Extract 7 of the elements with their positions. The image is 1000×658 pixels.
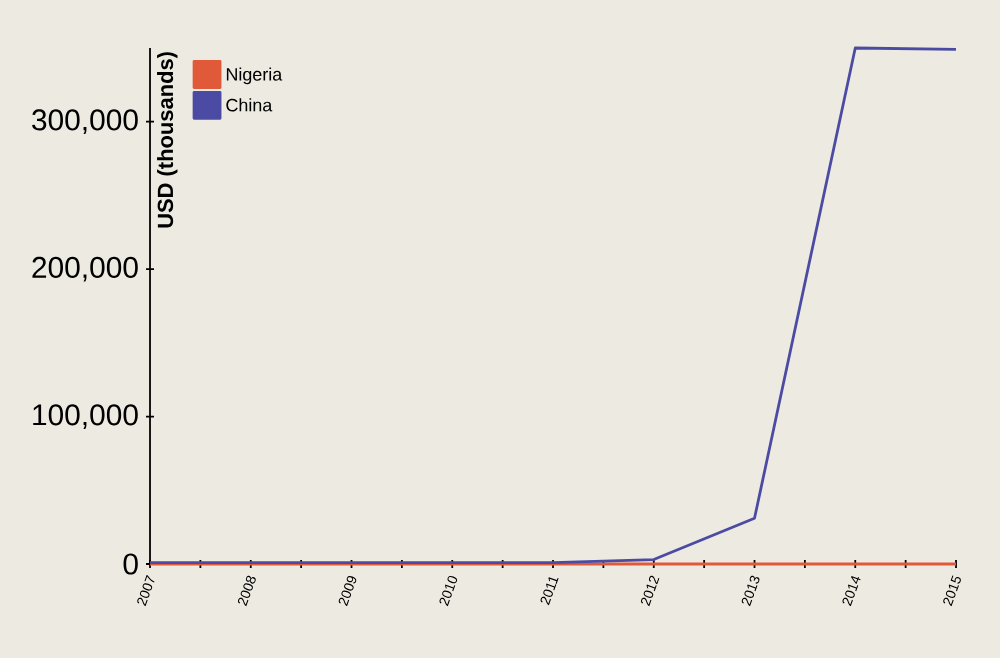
y-tick-label: 200,000 [32, 256, 138, 282]
y-tick-label: 0 [123, 553, 138, 575]
legend-label: Nigeria [226, 67, 283, 85]
legend-label: China [226, 98, 273, 112]
y-axis-title: USD (thousands) [157, 52, 178, 228]
y-tick-label: 300,000 [32, 109, 138, 135]
y-tick-label: 100,000 [33, 404, 138, 429]
